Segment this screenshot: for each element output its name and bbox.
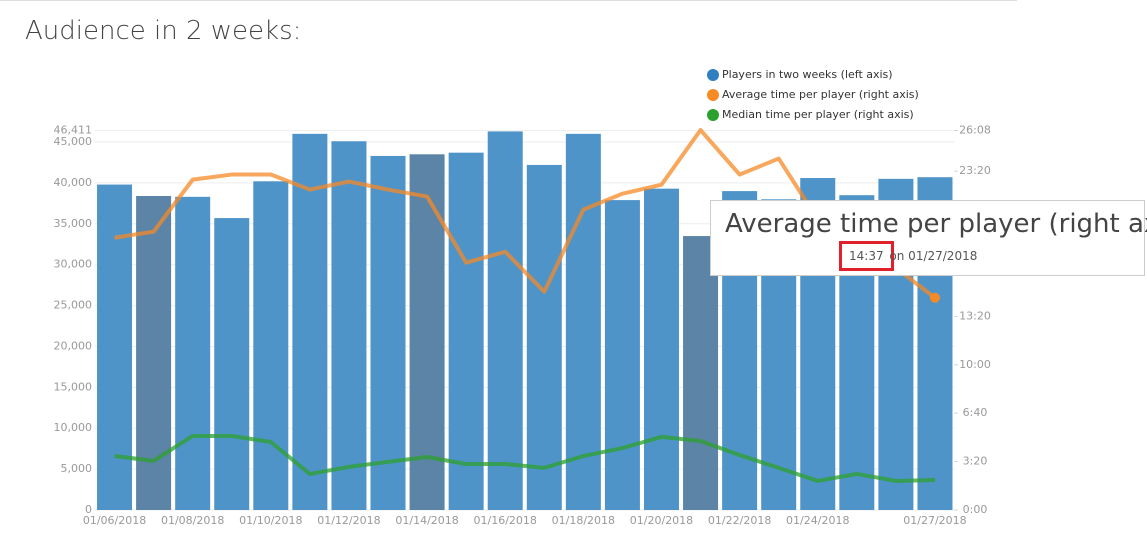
line: [114, 128, 937, 300]
x-tick-label: 01/27/2018: [903, 514, 966, 527]
tooltip-line: 14:37 on 01/27/2018: [839, 241, 978, 271]
y2-tick-label: 0:00: [963, 503, 988, 516]
y-tick-label: 10,000: [54, 421, 93, 434]
bar: [136, 196, 172, 510]
x-tick-label: 01/12/2018: [317, 514, 380, 527]
heading: Audience in 2 weeks:: [25, 16, 302, 46]
x-tick-label: 01/10/2018: [239, 514, 302, 527]
bar: [565, 133, 601, 510]
y-tick-label: 5,000: [61, 462, 93, 475]
y-tick-label: 40,000: [54, 176, 93, 189]
x-tick-label: 01/18/2018: [552, 514, 615, 527]
x-tick-label: 01/22/2018: [708, 514, 771, 527]
y2-tick-label: 13:20: [959, 309, 991, 322]
legend-dot: [707, 69, 719, 81]
x-tick-label: 01/16/2018: [474, 514, 537, 527]
x-tick-label: 01/08/2018: [161, 514, 224, 527]
y2-tick-label: 26:08: [959, 124, 991, 137]
x-tick-label: 01/14/2018: [395, 514, 458, 527]
bar: [487, 131, 523, 510]
hover-point: [929, 292, 940, 303]
bar: [97, 184, 133, 511]
bar: [604, 200, 640, 511]
bar: [370, 155, 406, 510]
x-tick-label: 01/06/2018: [83, 514, 146, 527]
y-tick-label: 0: [85, 503, 92, 516]
legend-dot: [707, 109, 719, 121]
tooltip-date: on 01/27/2018: [889, 249, 978, 263]
bar: [331, 141, 367, 510]
legend-label: Median time per player (right axis): [722, 108, 914, 121]
legend-label: Players in two weeks (left axis): [722, 68, 893, 81]
tooltip-value: 14:37: [839, 241, 894, 271]
tooltip: Average time per player (right axis) 14:…: [710, 200, 1147, 276]
bar: [175, 196, 211, 510]
bar: [448, 152, 484, 510]
y-tick-label: 30,000: [54, 258, 93, 271]
y-tick-label: 25,000: [54, 299, 93, 312]
bar: [683, 236, 719, 510]
legend-dot: [707, 89, 719, 101]
x-tick-label: 01/20/2018: [630, 514, 693, 527]
legend-label: Average time per player (right axis): [722, 88, 919, 101]
bar: [214, 218, 250, 511]
bar: [643, 188, 679, 510]
bar: [253, 181, 289, 510]
x-tick-label: 01/24/2018: [786, 514, 849, 527]
bar: [292, 133, 328, 510]
y-tick-label: 35,000: [54, 217, 93, 230]
y2-tick-label: 10:00: [959, 358, 991, 371]
top-rule: [0, 0, 1017, 1]
bar: [526, 164, 562, 510]
y-tick-label: 20,000: [54, 339, 93, 352]
y-tick-label: 15,000: [54, 380, 93, 393]
tooltip-title: Average time per player (right axis): [725, 209, 1147, 239]
y2-tick-label: 6:40: [963, 406, 988, 419]
y-tick-label: 45,000: [54, 135, 93, 148]
line: [114, 433, 936, 483]
y-tick-label: 46,411: [54, 124, 93, 137]
y2-tick-label: 3:20: [963, 455, 988, 468]
y2-tick-label: 23:20: [959, 164, 991, 177]
